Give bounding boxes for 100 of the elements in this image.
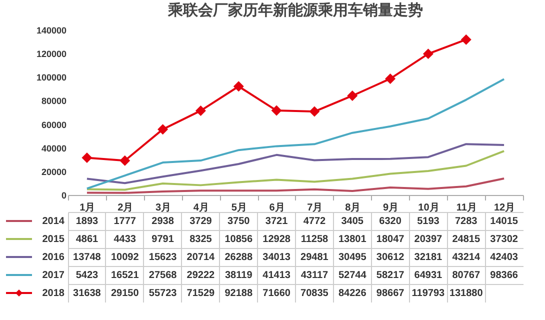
data-label: 5423 bbox=[76, 270, 99, 281]
x-tick-label: 10月 bbox=[418, 202, 440, 214]
chart-title: 乘联会厂家历年新能源乘用车销量走势 bbox=[167, 1, 423, 19]
x-tick-label: 7月 bbox=[307, 202, 323, 214]
point bbox=[271, 105, 282, 116]
data-label: 18047 bbox=[376, 234, 405, 245]
x-tick-label: 12月 bbox=[494, 202, 516, 214]
data-label: 20397 bbox=[414, 234, 443, 245]
data-label: 80767 bbox=[452, 270, 480, 281]
data-label: 131880 bbox=[449, 288, 484, 299]
point bbox=[158, 124, 168, 135]
x-tick-label: 6月 bbox=[269, 202, 285, 214]
data-label: 38119 bbox=[224, 270, 253, 281]
line-series bbox=[86, 177, 506, 194]
data-label: 8325 bbox=[190, 234, 212, 245]
legend-label: 2017 bbox=[42, 270, 65, 281]
y-tick-label: 80000 bbox=[41, 96, 66, 106]
data-label: 29150 bbox=[110, 288, 140, 299]
line-series bbox=[86, 143, 506, 184]
legend-label: 2018 bbox=[42, 288, 65, 299]
data-label: 71660 bbox=[262, 288, 291, 299]
point bbox=[233, 81, 244, 92]
data-label: 34013 bbox=[262, 252, 291, 263]
data-label: 24815 bbox=[452, 234, 480, 245]
point bbox=[309, 106, 320, 117]
data-label: 12928 bbox=[262, 234, 291, 245]
data-label: 20714 bbox=[186, 252, 216, 263]
point bbox=[422, 48, 434, 60]
y-tick-label: 40000 bbox=[41, 143, 66, 154]
data-label: 9791 bbox=[152, 234, 174, 245]
data-label: 58217 bbox=[376, 270, 405, 281]
data-label: 1777 bbox=[114, 216, 136, 227]
legend-label: 2016 bbox=[42, 252, 65, 263]
data-label: 26288 bbox=[224, 252, 253, 263]
data-label: 3750 bbox=[228, 216, 250, 227]
legend-label: 2014 bbox=[42, 216, 65, 227]
data-label: 4861 bbox=[76, 234, 99, 245]
data-label: 70835 bbox=[300, 288, 329, 299]
data-label: 84226 bbox=[338, 288, 367, 299]
data-label: 3721 bbox=[265, 216, 288, 227]
data-label: 6320 bbox=[379, 216, 402, 227]
y-tick-label: 20000 bbox=[41, 166, 66, 177]
data-label: 1893 bbox=[76, 216, 99, 227]
data-label: 119793 bbox=[412, 288, 446, 299]
data-label: 27568 bbox=[148, 270, 178, 281]
data-label: 37302 bbox=[490, 234, 518, 245]
data-label: 55723 bbox=[148, 288, 178, 299]
x-tick-label: 8月 bbox=[345, 202, 361, 214]
data-label: 42403 bbox=[490, 252, 518, 263]
x-tick-label: 1月 bbox=[80, 202, 96, 214]
data-label: 43214 bbox=[452, 252, 480, 263]
data-label: 92188 bbox=[224, 288, 253, 299]
point bbox=[120, 155, 130, 166]
legend-label: 2015 bbox=[42, 234, 65, 245]
data-label: 10856 bbox=[224, 234, 253, 245]
data-label: 32181 bbox=[414, 252, 443, 263]
data-label: 29222 bbox=[186, 270, 216, 281]
data-label: 13748 bbox=[73, 252, 102, 263]
point bbox=[385, 73, 396, 84]
y-tick-label: 0 bbox=[61, 190, 66, 200]
y-tick-label: 140000 bbox=[36, 26, 66, 36]
point bbox=[195, 105, 206, 116]
data-label: 2938 bbox=[152, 216, 174, 227]
data-label: 4772 bbox=[303, 216, 326, 227]
data-label: 15623 bbox=[148, 252, 178, 263]
data-label: 30612 bbox=[376, 252, 405, 263]
point bbox=[82, 152, 92, 163]
y-tick-label: 120000 bbox=[36, 49, 66, 60]
data-label: 3729 bbox=[190, 216, 212, 227]
data-label: 13801 bbox=[338, 234, 367, 245]
data-label: 7283 bbox=[455, 216, 478, 227]
line-series bbox=[86, 150, 506, 191]
data-label: 10092 bbox=[110, 252, 140, 263]
data-label: 31638 bbox=[73, 288, 102, 299]
x-tick-label: 4月 bbox=[193, 202, 209, 214]
x-tick-label: 5月 bbox=[231, 202, 247, 214]
data-label: 43117 bbox=[300, 270, 329, 281]
data-label: 11258 bbox=[300, 234, 329, 245]
data-label: 29481 bbox=[300, 252, 329, 263]
data-label: 30495 bbox=[338, 252, 367, 263]
data-label: 52744 bbox=[338, 270, 367, 281]
x-tick-label: 9月 bbox=[383, 202, 399, 214]
point bbox=[460, 34, 472, 45]
data-label: 5193 bbox=[417, 216, 440, 227]
line-series bbox=[86, 78, 506, 190]
data-label: 3405 bbox=[341, 216, 364, 227]
data-label: 16521 bbox=[110, 270, 140, 281]
x-tick-label: 11月 bbox=[456, 202, 477, 214]
data-label: 14015 bbox=[490, 216, 518, 227]
y-tick-label: 60000 bbox=[41, 120, 66, 130]
data-label: 98667 bbox=[376, 288, 405, 299]
data-label: 71529 bbox=[186, 288, 216, 299]
x-tick-label: 2月 bbox=[118, 202, 134, 214]
point bbox=[347, 90, 358, 101]
data-label: 98366 bbox=[490, 270, 518, 281]
data-label: 41413 bbox=[262, 270, 291, 281]
data-label: 4433 bbox=[114, 234, 136, 245]
x-tick-label: 3月 bbox=[156, 202, 172, 214]
y-tick-label: 100000 bbox=[36, 72, 66, 83]
data-label: 64931 bbox=[414, 270, 443, 281]
